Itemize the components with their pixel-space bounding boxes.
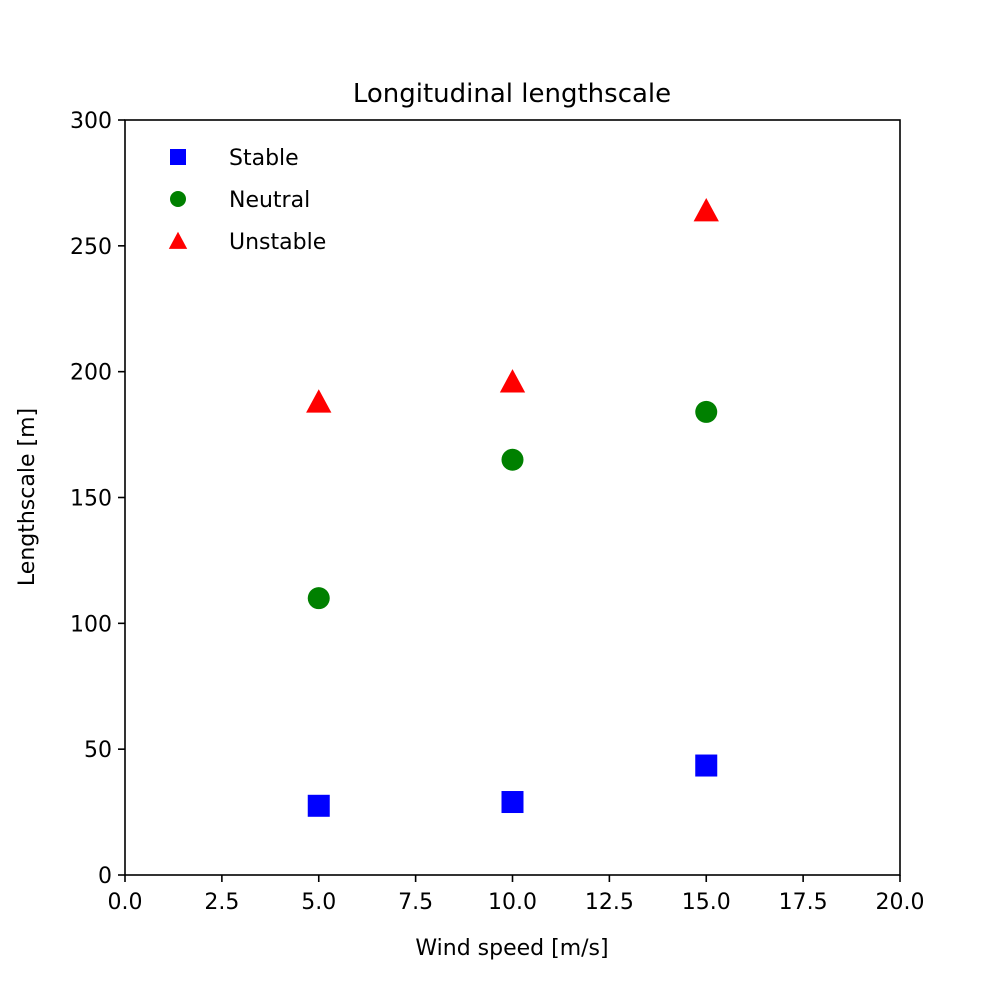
- unstable-point: [693, 197, 719, 222]
- y-tick-label: 50: [84, 738, 112, 763]
- y-tick-label: 0: [98, 864, 112, 889]
- legend-marker-unstable: [168, 231, 188, 249]
- y-axis-ticks: 0 50 100 150 200 250 300: [70, 109, 125, 889]
- data-markers: [306, 197, 719, 817]
- unstable-point: [499, 369, 526, 393]
- neutral-point: [307, 587, 330, 610]
- x-tick-label: 2.5: [204, 890, 239, 915]
- plot-frame: [124, 119, 901, 876]
- stable-point: [501, 791, 524, 814]
- legend-marker-neutral: [170, 191, 186, 207]
- x-tick-label: 0.0: [108, 890, 143, 915]
- legend-marker-stable: [170, 149, 186, 165]
- legend-label-unstable: Unstable: [229, 230, 326, 255]
- y-tick-label: 150: [70, 487, 112, 512]
- x-tick-label: 20.0: [876, 890, 925, 915]
- x-axis-ticks: 0.0 2.5 5.0 7.5 10.0 12.5 15.0 17.5 20.0: [108, 875, 925, 915]
- legend-label-stable: Stable: [229, 146, 299, 171]
- neutral-point: [695, 400, 718, 423]
- x-tick-label: 17.5: [779, 890, 828, 915]
- y-tick-label: 250: [70, 235, 112, 260]
- neutral-point: [501, 448, 524, 471]
- x-axis-label: Wind speed [m/s]: [415, 936, 608, 961]
- chart-title: Longitudinal lengthscale: [353, 79, 671, 109]
- unstable-point: [306, 389, 332, 413]
- stable-point: [695, 754, 718, 777]
- stable-point: [307, 794, 330, 817]
- y-tick-label: 300: [70, 109, 112, 134]
- y-tick-label: 100: [70, 612, 112, 637]
- x-tick-label: 12.5: [585, 890, 634, 915]
- legend: Stable Neutral Unstable: [168, 146, 326, 255]
- y-tick-label: 200: [70, 361, 112, 386]
- x-tick-label: 5.0: [301, 890, 336, 915]
- y-axis-label: Lengthscale [m]: [15, 408, 40, 586]
- x-tick-label: 10.0: [488, 890, 537, 915]
- x-tick-label: 15.0: [682, 890, 731, 915]
- x-tick-label: 7.5: [398, 890, 433, 915]
- legend-label-neutral: Neutral: [229, 188, 310, 213]
